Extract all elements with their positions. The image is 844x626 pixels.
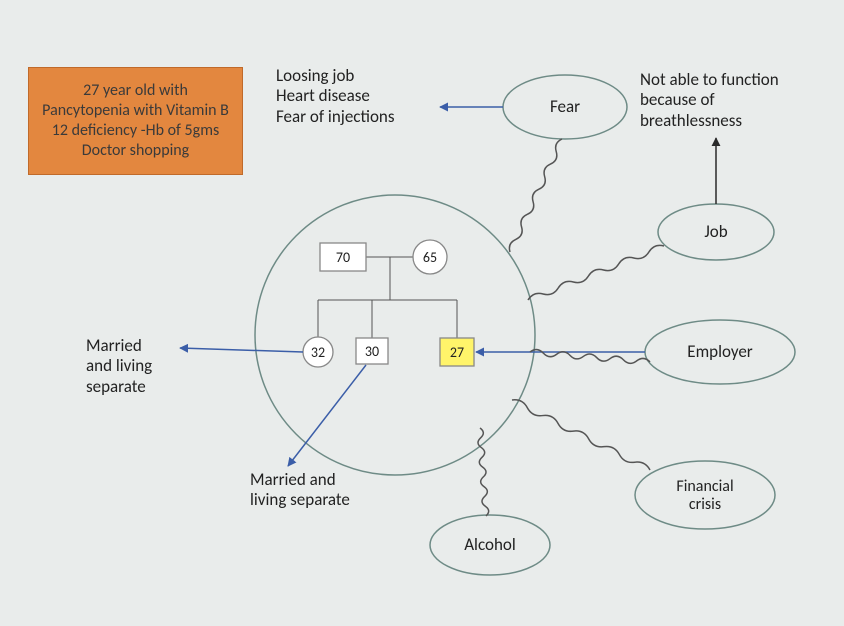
fear-label: Fear [550, 96, 580, 117]
wavy-fear [509, 139, 562, 252]
wavy-job [528, 245, 664, 300]
not-able-text: Not able to functionbecause ofbreathless… [640, 70, 820, 131]
family-outer-circle [255, 195, 535, 475]
financial-label: Financial [676, 477, 733, 496]
married-bottom-text: Married andliving separate [250, 470, 400, 511]
arrow-married_from_sib1 [180, 348, 303, 352]
fear-list-text: Loosing jobHeart diseaseFear of injectio… [276, 66, 436, 127]
genogram-sib1-age: 32 [311, 344, 325, 361]
employer-label: Employer [687, 341, 753, 362]
alcohol-label: Alcohol [464, 534, 516, 555]
married-left-text: Marriedand livingseparate [86, 336, 196, 397]
genogram-father-age: 70 [336, 249, 350, 266]
genogram-sib2-age: 30 [365, 343, 379, 360]
genogram-mother-age: 65 [423, 249, 437, 266]
arrow-married_from_sib2 [288, 365, 366, 466]
job-label: Job [704, 221, 727, 242]
wavy-financial [512, 400, 650, 470]
financial-label2: crisis [689, 495, 721, 514]
genogram-patient-age: 27 [450, 344, 464, 361]
case-summary-box: 27 year old withPancytopenia with Vitami… [28, 67, 243, 175]
